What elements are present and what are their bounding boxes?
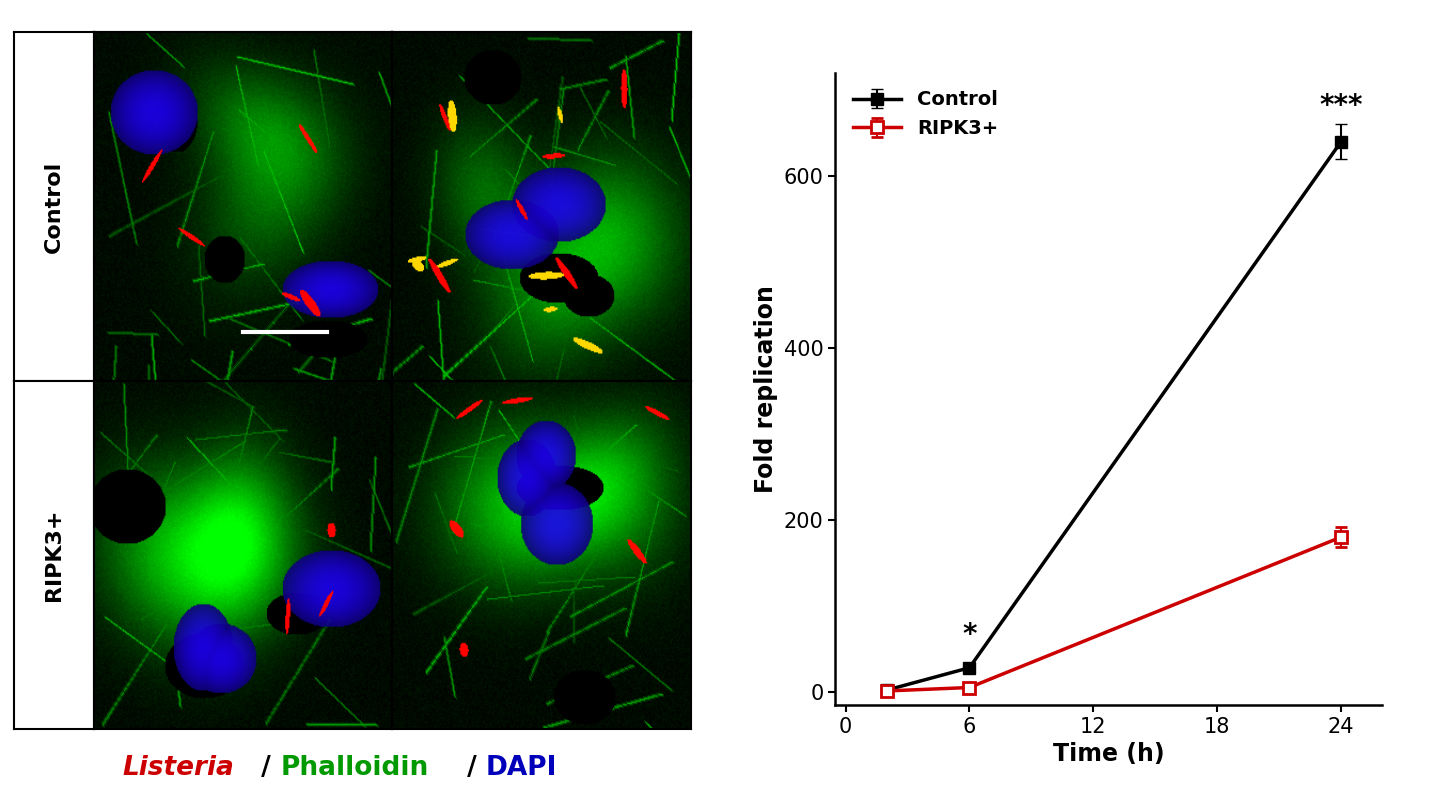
Text: Phalloidin: Phalloidin [281,755,429,781]
Text: 6 h pi: 6 h pi [203,53,282,77]
Legend: Control, RIPK3+: Control, RIPK3+ [845,83,1007,146]
Y-axis label: Fold replication: Fold replication [755,285,778,492]
Text: /: / [458,755,477,781]
Text: /: / [252,755,271,781]
X-axis label: Time (h): Time (h) [1053,742,1165,766]
Text: RIPK3+: RIPK3+ [45,509,63,601]
Text: *: * [962,620,976,649]
Text: Listeria: Listeria [122,755,235,781]
Text: DAPI: DAPI [485,755,557,781]
Text: Control: Control [45,160,63,253]
Text: 24 h pi: 24 h pi [494,53,590,77]
Text: ***: *** [1319,92,1362,120]
